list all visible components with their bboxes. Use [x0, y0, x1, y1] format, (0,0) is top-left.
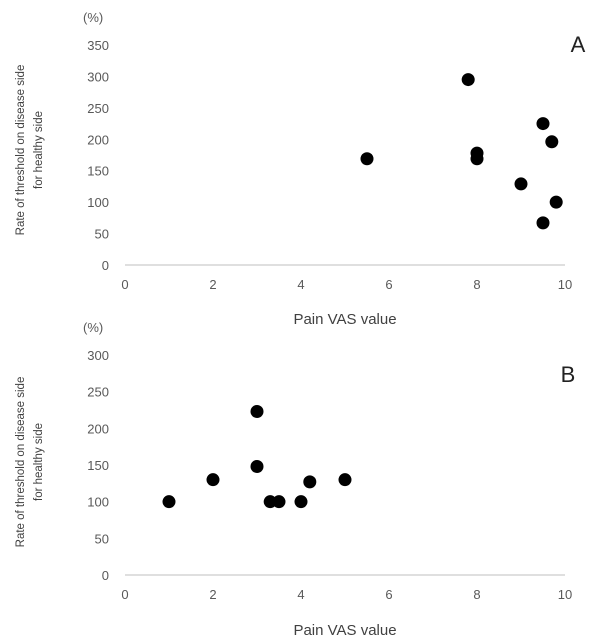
- data-point: [360, 152, 374, 166]
- y-unit-label: (%): [83, 10, 103, 25]
- panel-label: B: [561, 362, 576, 387]
- x-tick-label: 8: [473, 587, 480, 602]
- data-point: [272, 495, 286, 509]
- y-tick-label: 100: [87, 195, 109, 210]
- y-tick-label: 300: [87, 69, 109, 84]
- y-axis-title-line2: for healthy side: [33, 423, 45, 501]
- data-point: [461, 73, 475, 87]
- y-tick-label: 150: [87, 458, 109, 473]
- x-tick-label: 4: [297, 587, 304, 602]
- x-tick-label: 2: [209, 587, 216, 602]
- data-point: [338, 473, 352, 487]
- y-tick-label: 50: [95, 531, 109, 546]
- panel-label: A: [571, 32, 586, 57]
- data-point: [549, 195, 563, 209]
- y-tick-label: 200: [87, 132, 109, 147]
- y-unit-label: (%): [83, 320, 103, 335]
- y-tick-label: 50: [95, 227, 109, 242]
- x-axis-title: Pain VAS value: [293, 622, 396, 639]
- y-axis-title-line2: for healthy side: [33, 111, 45, 189]
- data-point: [545, 135, 559, 149]
- data-point: [294, 495, 308, 509]
- x-tick-label: 10: [558, 277, 572, 292]
- data-point: [303, 475, 317, 489]
- data-point: [250, 404, 264, 418]
- y-tick-label: 300: [87, 348, 109, 363]
- data-point: [470, 152, 484, 166]
- x-tick-label: 0: [121, 587, 128, 602]
- y-tick-label: 250: [87, 101, 109, 116]
- y-axis-title-line1: Rate of threshold on disease side: [15, 65, 27, 236]
- x-tick-label: 10: [558, 587, 572, 602]
- x-tick-label: 0: [121, 277, 128, 292]
- y-tick-label: 350: [87, 38, 109, 53]
- x-tick-label: 6: [385, 587, 392, 602]
- data-point: [514, 177, 528, 191]
- y-tick-label: 200: [87, 421, 109, 436]
- x-axis-title: Pain VAS value: [293, 311, 396, 328]
- data-point: [536, 216, 550, 230]
- x-tick-label: 4: [297, 277, 304, 292]
- data-point: [162, 495, 176, 509]
- data-point: [250, 459, 264, 473]
- y-axis-title-line1: Rate of threshold on disease side: [15, 377, 27, 548]
- data-point: [206, 473, 220, 487]
- y-tick-label: 150: [87, 164, 109, 179]
- y-tick-label: 250: [87, 385, 109, 400]
- x-tick-label: 2: [209, 277, 216, 292]
- data-point: [536, 117, 550, 131]
- y-tick-label: 0: [102, 258, 109, 273]
- x-tick-label: 6: [385, 277, 392, 292]
- y-tick-label: 100: [87, 495, 109, 510]
- x-tick-label: 8: [473, 277, 480, 292]
- y-tick-label: 0: [102, 568, 109, 583]
